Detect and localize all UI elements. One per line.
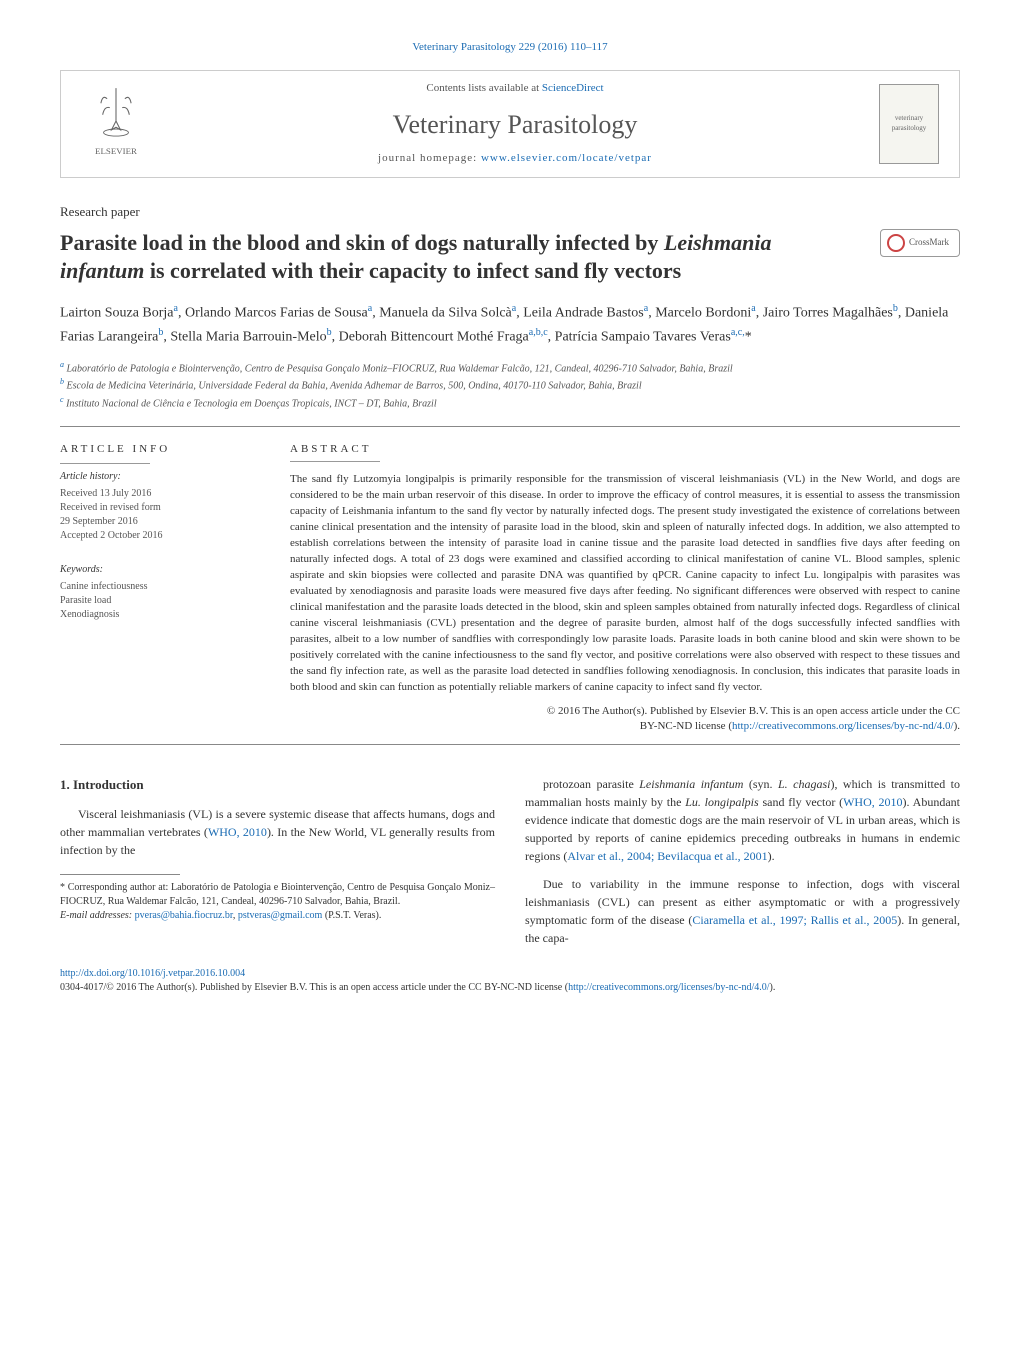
journal-title: Veterinary Parasitology — [151, 107, 879, 143]
keyword: Parasite load — [60, 594, 260, 608]
paper-type: Research paper — [60, 203, 960, 221]
journal-cover-thumbnail: veterinary parasitology — [879, 84, 939, 164]
abstract-heading: ABSTRACT — [290, 442, 960, 462]
footer-license-link[interactable]: http://creativecommons.org/licenses/by-n… — [568, 982, 769, 993]
journal-homepage-line: journal homepage: www.elsevier.com/locat… — [151, 151, 879, 166]
paper-title: Parasite load in the blood and skin of d… — [60, 229, 860, 286]
journal-center-info: Contents lists available at ScienceDirec… — [151, 81, 879, 166]
affiliation-line: c Instituto Nacional de Ciência e Tecnol… — [60, 394, 960, 411]
footnote-divider — [60, 874, 180, 875]
history-line: Received 13 July 2016 — [60, 487, 260, 501]
email-line: E-mail addresses: pveras@bahia.fiocruz.b… — [60, 909, 495, 923]
sciencedirect-link[interactable]: ScienceDirect — [542, 82, 604, 94]
divider — [60, 744, 960, 745]
history-line: Received in revised form — [60, 501, 260, 515]
intro-para-2: protozoan parasite Leishmania infantum (… — [525, 775, 960, 865]
article-info-heading: ARTICLE INFO — [60, 442, 260, 457]
journal-header-box: ELSEVIER Contents lists available at Sci… — [60, 70, 960, 177]
corresponding-author-note: * Corresponding author at: Laboratório d… — [60, 881, 495, 909]
article-info-sidebar: ARTICLE INFO Article history: Received 1… — [60, 442, 260, 734]
author-list: Lairton Souza Borjaa, Orlando Marcos Far… — [60, 301, 960, 349]
affiliations: a Laboratório de Patologia e Biointerven… — [60, 359, 960, 411]
footnotes: * Corresponding author at: Laboratório d… — [60, 881, 495, 923]
affiliation-line: b Escola de Medicina Veterinária, Univer… — [60, 376, 960, 393]
history-label: Article history: — [60, 470, 260, 484]
divider — [60, 426, 960, 427]
abstract-section: ABSTRACT The sand fly Lutzomyia longipal… — [290, 442, 960, 734]
svg-text:ELSEVIER: ELSEVIER — [95, 146, 137, 156]
page-footer: http://dx.doi.org/10.1016/j.vetpar.2016.… — [60, 967, 960, 995]
copyright-notice: © 2016 The Author(s). Published by Elsev… — [290, 704, 960, 735]
affiliation-line: a Laboratório de Patologia e Biointerven… — [60, 359, 960, 376]
intro-para-3: Due to variability in the immune respons… — [525, 875, 960, 947]
email-link-1[interactable]: pveras@bahia.fiocruz.br — [135, 910, 233, 921]
doi-link[interactable]: http://dx.doi.org/10.1016/j.vetpar.2016.… — [60, 968, 245, 979]
keyword: Canine infectiousness — [60, 580, 260, 594]
intro-heading: 1. Introduction — [60, 775, 495, 795]
email-link-2[interactable]: pstveras@gmail.com — [238, 910, 322, 921]
crossmark-icon — [887, 234, 905, 252]
header-citation: Veterinary Parasitology 229 (2016) 110–1… — [60, 40, 960, 55]
license-link[interactable]: http://creativecommons.org/licenses/by-n… — [732, 720, 954, 732]
journal-homepage-link[interactable]: www.elsevier.com/locate/vetpar — [481, 152, 652, 164]
intro-para-1: Visceral leishmaniasis (VL) is a severe … — [60, 805, 495, 859]
crossmark-badge[interactable]: CrossMark — [880, 229, 960, 257]
keyword: Xenodiagnosis — [60, 608, 260, 622]
abstract-text: The sand fly Lutzomyia longipalpis is pr… — [290, 472, 960, 695]
citation-link[interactable]: Veterinary Parasitology 229 (2016) 110–1… — [412, 41, 607, 53]
keywords-label: Keywords: — [60, 563, 260, 577]
history-line: 29 September 2016 — [60, 515, 260, 529]
history-line: Accepted 2 October 2016 — [60, 529, 260, 543]
elsevier-logo: ELSEVIER — [81, 81, 151, 166]
contents-available-line: Contents lists available at ScienceDirec… — [151, 81, 879, 96]
